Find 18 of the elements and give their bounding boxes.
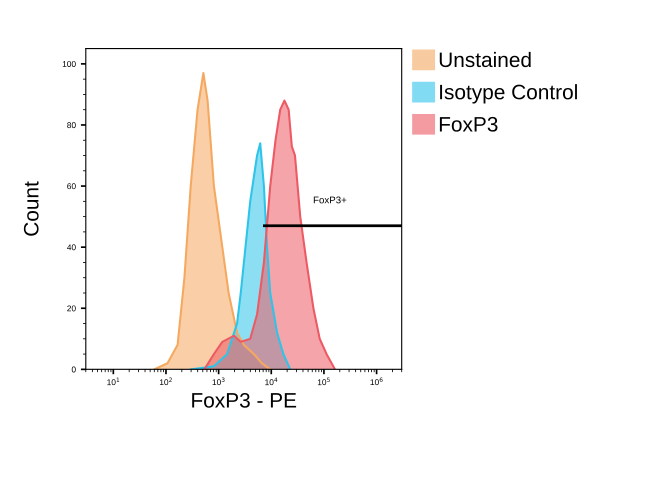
x-tick-label: 10$^{4}$ (265, 378, 278, 386)
y-tick-label: 100 (62, 61, 76, 67)
x-tick-label: 10$^{6}$ (370, 378, 383, 386)
x-tick-label: 10$^{2}$ (160, 378, 172, 386)
y-tick-label: 40 (67, 244, 76, 250)
y-tick-label: 60 (67, 183, 76, 190)
legend-label: Unstained (440, 52, 531, 68)
y-tick-label: 80 (67, 122, 76, 128)
y-tick-label: 20 (67, 305, 76, 312)
legend-label: Isotype Control (440, 84, 577, 104)
y-tick-label: 0 (72, 366, 76, 372)
legend-label: FoxP3 (440, 116, 498, 132)
x-tick-label: 10$^{1}$ (107, 378, 120, 386)
x-axis-title: FoxP3 - PE (192, 392, 296, 408)
x-tick-label: 10$^{5}$ (318, 378, 330, 386)
y-axis-title: Count (24, 181, 39, 236)
annotation: FoxP3+ (314, 196, 346, 204)
x-tick-label: 10$^{3}$ (212, 378, 225, 386)
